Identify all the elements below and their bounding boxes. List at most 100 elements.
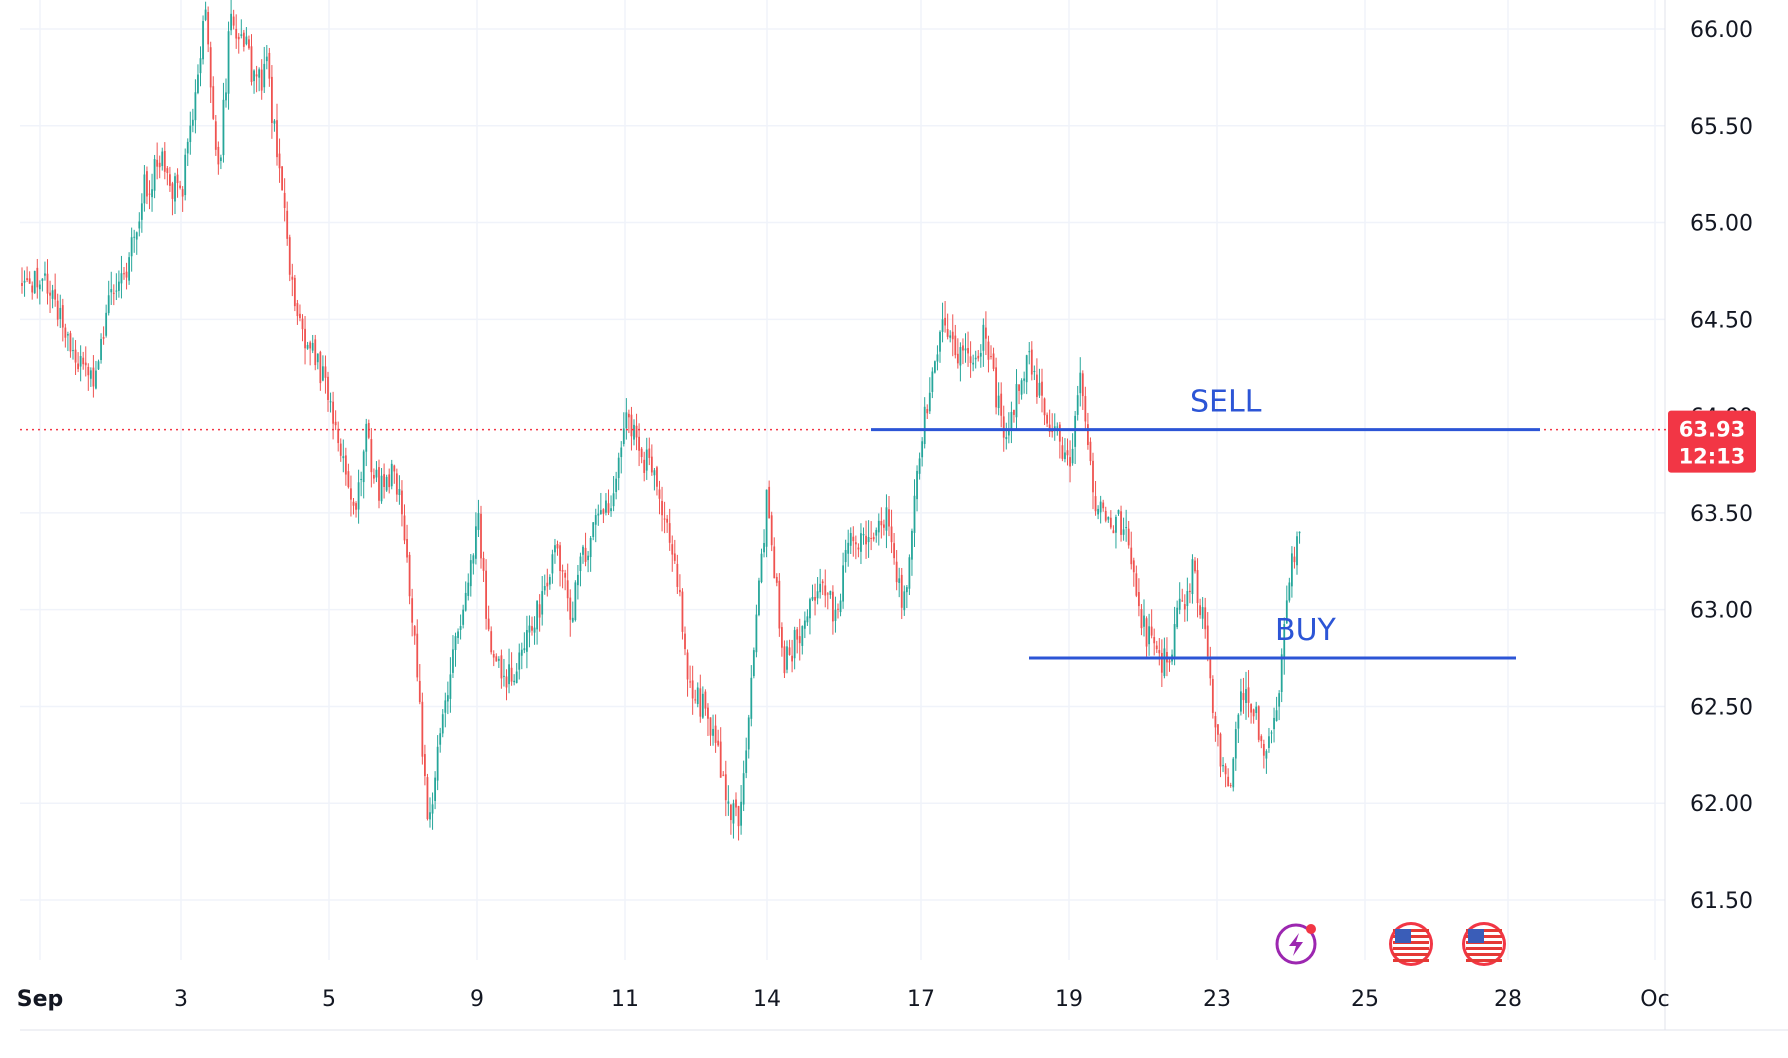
- candle-body: [936, 354, 939, 362]
- candle: [112, 284, 115, 306]
- candle-body: [982, 324, 985, 351]
- candle-body: [768, 486, 771, 519]
- candle-body: [158, 162, 161, 168]
- candle-body: [1240, 691, 1242, 712]
- candle-body: [273, 120, 276, 124]
- candle: [197, 64, 199, 95]
- candle: [469, 554, 472, 597]
- candle-body: [61, 305, 64, 328]
- candle: [497, 656, 500, 668]
- candle-body: [1043, 398, 1046, 416]
- x-tick-label: 23: [1203, 987, 1231, 1012]
- candle: [1196, 558, 1199, 618]
- candle: [571, 601, 574, 623]
- us-flag-icon-1[interactable]: [1389, 922, 1433, 966]
- candle: [528, 615, 531, 648]
- candle: [829, 590, 832, 599]
- candle-body: [100, 338, 102, 361]
- candle: [543, 574, 546, 595]
- candle: [821, 579, 824, 596]
- candle: [747, 714, 750, 759]
- candle: [824, 569, 827, 608]
- candle: [719, 727, 722, 778]
- candle-body: [1173, 624, 1176, 659]
- candle: [890, 509, 893, 554]
- candle: [564, 569, 567, 591]
- candle-body: [408, 554, 411, 597]
- candle: [959, 342, 962, 382]
- candle: [834, 596, 837, 633]
- candle: [1143, 599, 1145, 637]
- x-tick-label: 5: [322, 987, 336, 1012]
- candle-body: [1061, 445, 1064, 459]
- event-icons: [1275, 922, 1506, 966]
- y-tick-label: 65.00: [1690, 212, 1753, 237]
- candle: [533, 616, 536, 645]
- candle: [755, 604, 758, 658]
- candle-body: [888, 509, 890, 527]
- candle-body: [245, 36, 248, 45]
- candle: [227, 21, 230, 110]
- candle-body: [1015, 384, 1018, 418]
- candle: [125, 262, 128, 290]
- candle-body: [480, 513, 482, 559]
- candle: [1257, 705, 1260, 743]
- candle-body: [69, 333, 72, 352]
- candle: [510, 652, 513, 686]
- candle-body: [199, 58, 202, 74]
- candle: [258, 67, 261, 92]
- candle-body: [67, 334, 69, 336]
- candle-body: [181, 189, 184, 197]
- candle-body: [166, 168, 169, 173]
- candle-body: [49, 292, 51, 296]
- candle: [54, 273, 57, 307]
- candle: [676, 554, 679, 594]
- candle: [625, 398, 628, 440]
- candle-body: [89, 370, 92, 379]
- flag-stripe: [1393, 947, 1429, 950]
- candle-body: [140, 203, 143, 220]
- candle: [895, 550, 898, 591]
- candle: [1007, 412, 1010, 444]
- candle-body: [719, 741, 722, 778]
- candle-body: [661, 500, 663, 516]
- candle-body: [92, 367, 95, 387]
- candle-body: [1278, 693, 1281, 707]
- candle-body: [796, 629, 799, 640]
- candle-body: [1005, 437, 1008, 440]
- candle: [837, 603, 839, 619]
- candle-body: [862, 534, 865, 536]
- candle-body: [255, 74, 258, 77]
- candle-body: [832, 591, 834, 622]
- candle-body: [842, 565, 844, 602]
- candle-body: [1160, 652, 1163, 673]
- candle: [1237, 713, 1240, 743]
- candle: [1084, 386, 1087, 430]
- candle-body: [477, 513, 480, 530]
- candle: [158, 155, 161, 179]
- candle: [413, 624, 416, 645]
- candle-body: [304, 328, 306, 349]
- economic-event-flash-icon[interactable]: [1275, 923, 1317, 965]
- candle-body: [569, 597, 572, 620]
- candle-body: [630, 414, 633, 437]
- candle: [288, 234, 291, 282]
- candle: [444, 692, 447, 728]
- candle: [339, 438, 342, 462]
- candle-body: [990, 356, 992, 358]
- candle-body: [1196, 570, 1199, 604]
- candle: [1117, 509, 1120, 516]
- candle: [742, 760, 745, 812]
- candle-body: [770, 515, 773, 546]
- candle: [1099, 495, 1102, 524]
- candle: [135, 231, 138, 255]
- candle-body: [383, 474, 385, 488]
- candle: [209, 41, 212, 103]
- candle-body: [694, 699, 697, 701]
- candle: [153, 154, 156, 199]
- candle: [1199, 598, 1201, 619]
- us-flag-icon-2[interactable]: [1462, 922, 1506, 966]
- candle-body: [903, 591, 906, 611]
- candle-body: [880, 521, 883, 526]
